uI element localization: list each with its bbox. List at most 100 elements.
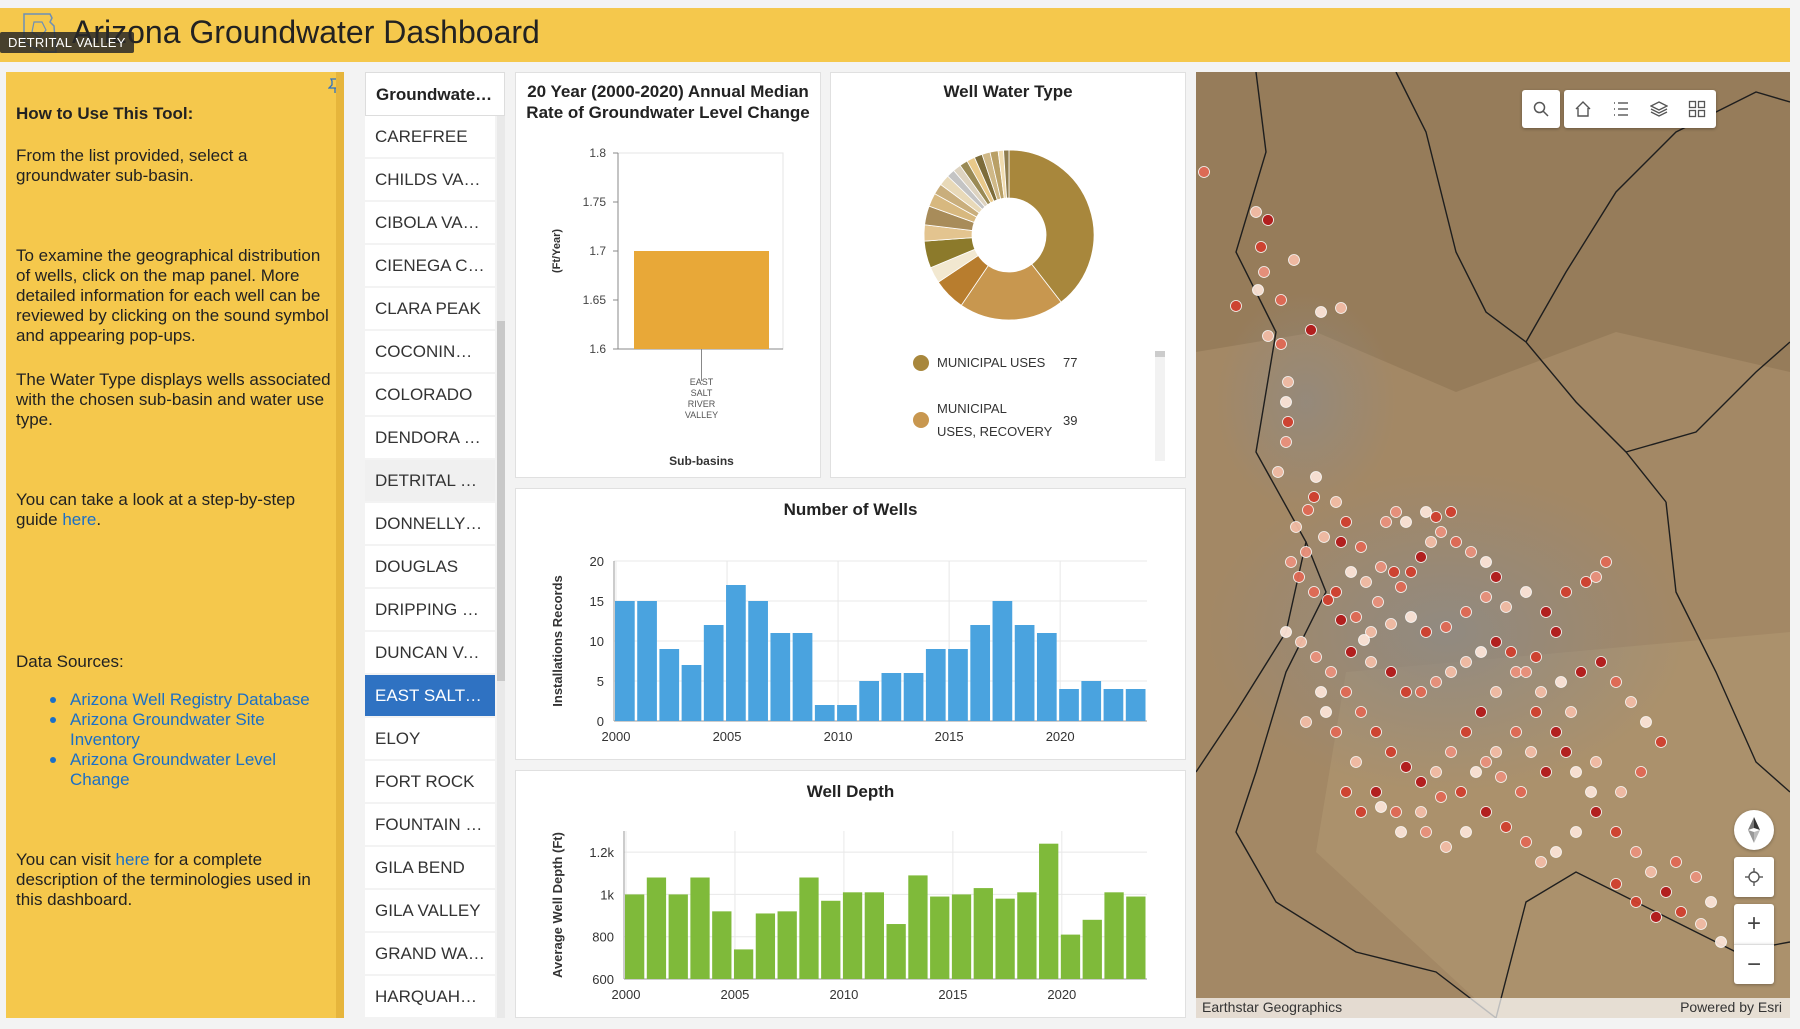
well-point [1375, 561, 1387, 573]
well-point [1430, 766, 1442, 778]
well-point [1335, 614, 1347, 626]
well-point [1355, 541, 1367, 553]
data-source-link[interactable]: Arizona Well Registry Database [44, 690, 334, 710]
terminology-text-end: for a complete description of the termin… [16, 850, 311, 909]
well-point [1355, 706, 1367, 718]
bar [1081, 681, 1102, 721]
well-point [1500, 821, 1512, 833]
search-icon[interactable] [1522, 90, 1560, 128]
well-point [1490, 571, 1502, 583]
y-axis-label: Average Well Depth (Ft) [550, 832, 565, 978]
basin-list-item[interactable]: DONNELLY WASH [365, 503, 495, 544]
basin-list-item[interactable]: CHILDS VALLEY [365, 159, 495, 200]
compass-icon[interactable] [1734, 810, 1774, 850]
terminology-text: You can visit [16, 850, 116, 869]
y-tick-label: 1.75 [583, 195, 607, 209]
info-paragraph-select: From the list provided, select a groundw… [16, 146, 248, 185]
info-scrollbar[interactable] [336, 72, 344, 1018]
basin-list-item[interactable]: DRIPPING SPRINGS [365, 589, 495, 630]
well-point [1300, 546, 1312, 558]
well-point [1350, 611, 1362, 623]
basin-list-item[interactable]: EAST SALT RIVER VALLEY [365, 675, 495, 716]
basin-list-item[interactable]: FORT ROCK [365, 761, 495, 802]
basin-list-item[interactable]: COCONINO PLATEAU [365, 331, 495, 372]
basin-list-item[interactable]: DOUGLAS [365, 546, 495, 587]
well-point [1670, 856, 1682, 868]
data-source-link[interactable]: Arizona Groundwater Level Change [44, 750, 334, 790]
basin-list-item[interactable]: GILA VALLEY [365, 890, 495, 931]
bar [908, 875, 928, 979]
well-point [1282, 416, 1294, 428]
basin-list-scrollbar[interactable] [497, 116, 505, 1018]
basin-list-item[interactable]: HARQUAHALA [365, 976, 495, 1017]
basin-list-item[interactable]: ELOY [365, 718, 495, 759]
basin-list-item[interactable]: DETRITAL VALLEY [365, 460, 495, 501]
y-tick-label: 5 [597, 674, 604, 689]
well-point [1380, 516, 1392, 528]
guide-link[interactable]: here [62, 510, 97, 529]
legend-list-icon[interactable] [1602, 90, 1640, 128]
rate-change-card: 20 Year (2000-2020) Annual Median Rate o… [515, 72, 821, 478]
bar [951, 894, 972, 979]
attribution-powered-by[interactable]: Powered by Esri [1680, 999, 1782, 1015]
y-tick-label: 1.8 [589, 146, 606, 160]
basin-list-item[interactable]: COLORADO [365, 374, 495, 415]
zoom-out-button[interactable]: − [1734, 944, 1774, 984]
legend-item[interactable]: MUNICIPAL USES 77 [913, 351, 1077, 374]
legend-scrollbar[interactable] [1155, 351, 1165, 461]
basin-list-item[interactable]: DENDORA VALLEY [365, 417, 495, 458]
guide-text: You can take a look at a step-by-step gu… [16, 490, 296, 529]
home-icon[interactable] [1564, 90, 1602, 128]
number-of-wells-card: Number of Wells 0 5 10 15 20 2000 2005 2010 2015… [515, 488, 1186, 760]
basin-list-item[interactable]: CIENEGA CREEK [365, 245, 495, 286]
layers-icon[interactable] [1640, 90, 1678, 128]
basin-list-scroll-thumb[interactable] [497, 321, 505, 681]
basin-list-item[interactable]: CLARA PEAK [365, 288, 495, 329]
well-point [1480, 806, 1492, 818]
well-point [1550, 726, 1562, 738]
bar [864, 892, 884, 979]
legend-label: MUNICIPAL USES [937, 351, 1045, 374]
locate-icon[interactable] [1734, 857, 1774, 897]
bar [1126, 896, 1146, 979]
basin-list-item[interactable]: CAREFREE [365, 116, 495, 157]
basin-list-item[interactable]: GRAND WASH [365, 933, 495, 974]
zoom-in-button[interactable]: + [1734, 904, 1774, 944]
well-depth-card: Well Depth 600 800 1k 1.2k 2000 2005 2010 2015 2… [515, 770, 1186, 1018]
well-point [1520, 586, 1532, 598]
well-point [1490, 746, 1502, 758]
data-source-link[interactable]: Arizona Groundwater Site Inventory [44, 710, 334, 750]
info-paragraph-guide: You can take a look at a step-by-step gu… [16, 490, 334, 530]
well-points-layer[interactable] [1198, 166, 1747, 968]
y-axis-label: Installations Records [550, 575, 565, 706]
well-point [1510, 666, 1522, 678]
well-point [1370, 786, 1382, 798]
well-point [1388, 566, 1400, 578]
bar [1036, 633, 1057, 721]
well-point [1310, 651, 1322, 663]
x-tick-label: 2015 [938, 987, 967, 1002]
well-point [1262, 330, 1274, 342]
terminology-link[interactable]: here [115, 850, 150, 869]
well-point [1272, 466, 1284, 478]
basin-list-item[interactable]: GILA BEND [365, 847, 495, 888]
well-point [1515, 786, 1527, 798]
satellite-map[interactable] [1196, 72, 1790, 1018]
legend-scroll-thumb[interactable] [1155, 351, 1165, 357]
well-point [1372, 596, 1384, 608]
basin-list-item[interactable]: DUNCAN VALLEY [365, 632, 495, 673]
data-sources-list: Arizona Well Registry Database Arizona G… [44, 690, 334, 790]
y-axis-label: (Ft/Year) [551, 229, 563, 273]
basin-list-item[interactable]: CIBOLA VALLEY [365, 202, 495, 243]
bar [837, 705, 857, 721]
bar [615, 601, 635, 721]
basin-list-item[interactable]: FOUNTAIN HILLS [365, 804, 495, 845]
well-point [1415, 806, 1427, 818]
well-point [1340, 686, 1352, 698]
basemap-gallery-icon[interactable] [1678, 90, 1716, 128]
map-view[interactable]: + − Earthstar Geographics Powered by Esr… [1196, 72, 1790, 1018]
bar [842, 892, 863, 979]
well-point [1650, 911, 1662, 923]
legend-item[interactable]: MUNICIPAL USES, RECOVERY 39 [913, 397, 1077, 443]
